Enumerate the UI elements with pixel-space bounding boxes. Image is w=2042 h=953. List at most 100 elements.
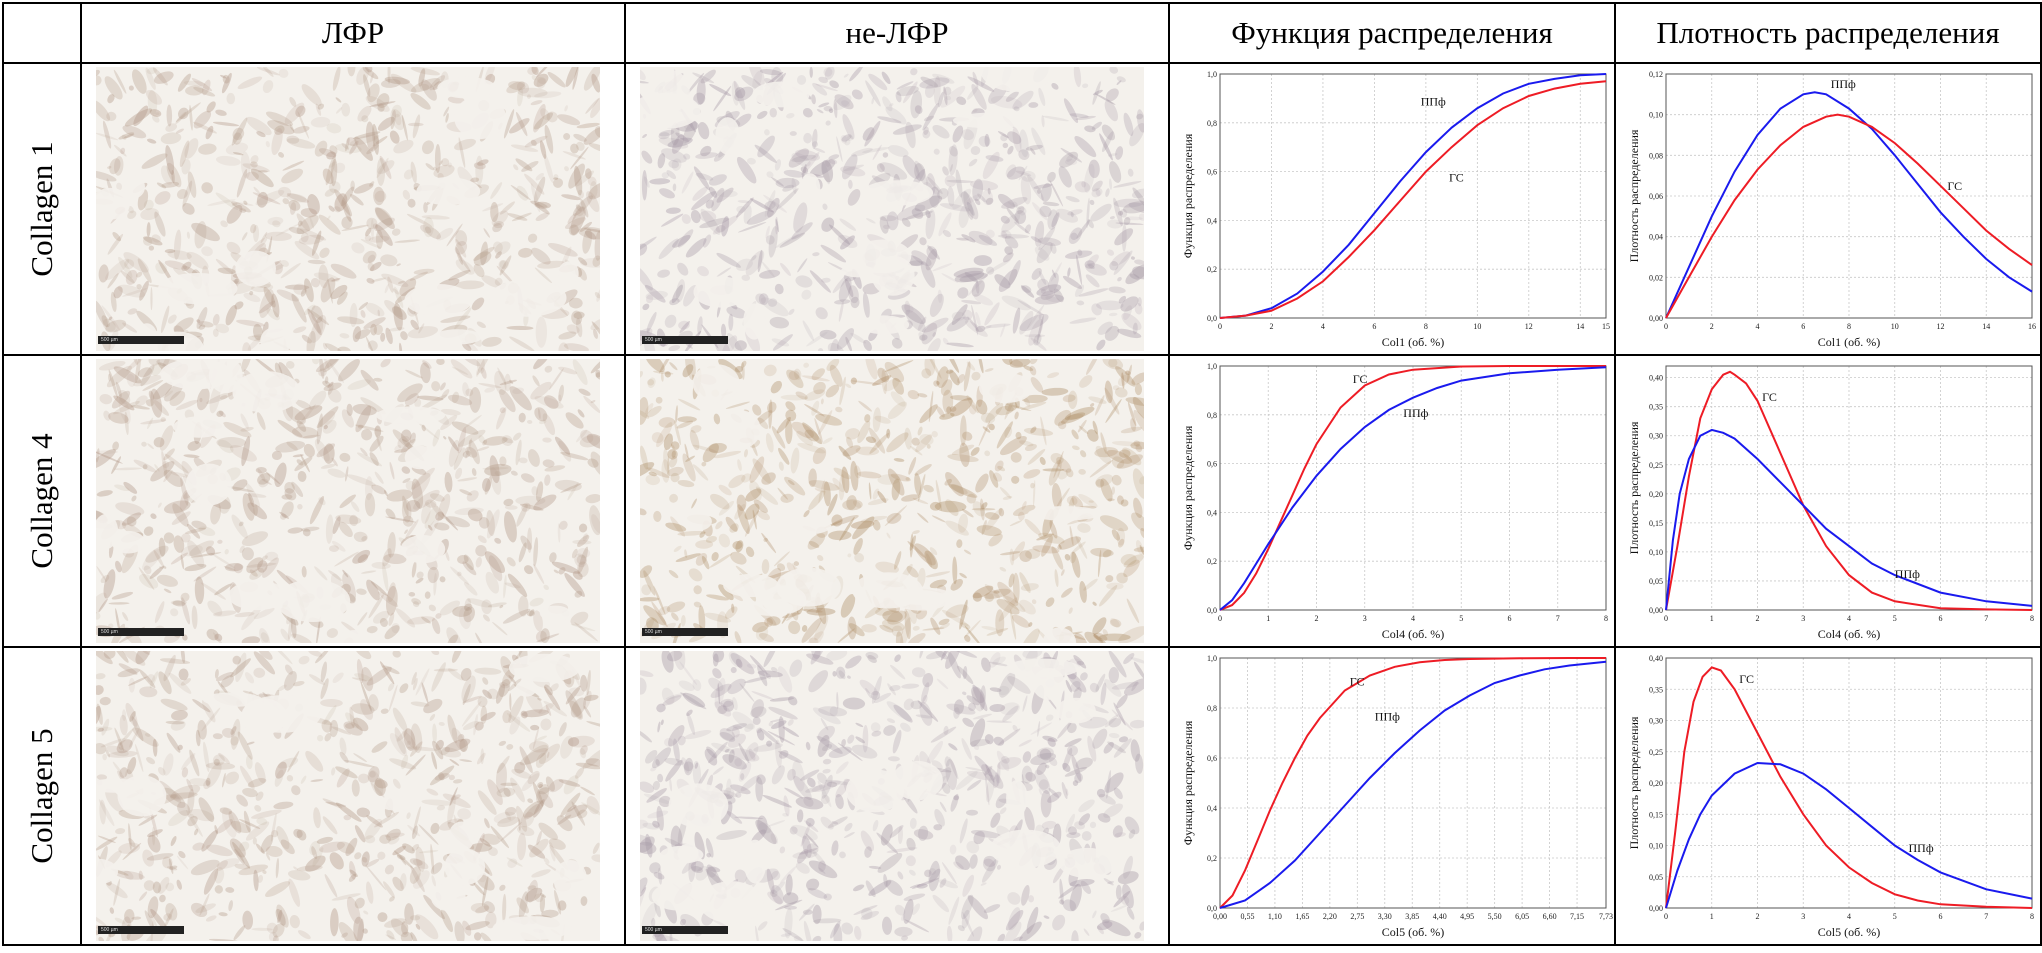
- tissue-fiber: [353, 183, 374, 194]
- tissue-fiber: [457, 571, 462, 577]
- tissue-fiber: [180, 678, 191, 686]
- tissue-fiber: [535, 630, 547, 643]
- tissue-fiber: [584, 706, 592, 718]
- tissue-gap: [682, 511, 712, 531]
- tissue-fiber: [274, 125, 285, 135]
- tissue-fiber: [819, 329, 837, 340]
- tissue-fiber: [694, 762, 699, 769]
- tissue-fiber: [850, 377, 857, 385]
- tissue-fiber: [757, 249, 763, 273]
- tissue-fiber: [149, 109, 162, 117]
- tissue-fiber: [457, 555, 469, 564]
- tissue-fiber: [140, 208, 160, 221]
- tissue-fiber: [1078, 799, 1095, 813]
- tissue-fiber: [327, 388, 342, 403]
- tissue-fiber: [829, 158, 838, 165]
- series-line: [1219, 365, 1606, 611]
- tissue-fiber: [224, 549, 229, 555]
- tissue-fiber: [823, 67, 833, 77]
- tissue-gap: [515, 680, 537, 697]
- tissue-fiber: [311, 230, 322, 256]
- tissue-fiber: [882, 916, 893, 935]
- tissue-fiber: [281, 494, 293, 500]
- tissue-fiber: [377, 851, 386, 860]
- tissue-fiber: [826, 781, 838, 788]
- tissue-fiber: [789, 131, 797, 136]
- tissue-fiber: [539, 140, 547, 159]
- tissue-fiber: [975, 325, 986, 333]
- tissue-fiber: [265, 551, 279, 562]
- tissue-fiber: [1123, 855, 1133, 879]
- tissue-fiber: [558, 366, 578, 375]
- tissue-fiber: [847, 675, 851, 679]
- tissue-fiber: [812, 252, 820, 257]
- tissue-fiber: [833, 467, 851, 480]
- tissue-fiber: [409, 271, 428, 281]
- tissue-fiber: [984, 368, 994, 372]
- tissue-fiber: [708, 174, 727, 186]
- tissue-fiber: [253, 323, 263, 341]
- tissue-fiber: [1064, 250, 1093, 259]
- tissue-fiber: [439, 576, 446, 583]
- tissue-fiber: [187, 788, 195, 814]
- tissue-fiber: [384, 489, 388, 497]
- tissue-fiber: [282, 198, 290, 205]
- tissue-fiber: [591, 321, 600, 342]
- tissue-fiber: [829, 706, 838, 717]
- tissue-fiber: [586, 721, 600, 729]
- tissue-fiber: [115, 381, 122, 398]
- tissue-fiber: [904, 610, 911, 640]
- tissue-fiber: [1127, 168, 1134, 177]
- tissue-fiber: [209, 385, 221, 414]
- tissue-fiber: [457, 252, 471, 273]
- tissue-fiber: [291, 426, 319, 439]
- tissue-fiber: [822, 437, 833, 445]
- tissue-fiber: [874, 692, 892, 704]
- tissue-fiber: [415, 846, 426, 872]
- tissue-fiber: [801, 609, 823, 613]
- tissue-fiber: [961, 508, 974, 518]
- tissue-fiber: [778, 750, 789, 759]
- tissue-fiber: [832, 670, 837, 677]
- tissue-fiber: [440, 415, 458, 431]
- tissue-fiber: [803, 796, 814, 807]
- tissue-fiber: [187, 815, 198, 827]
- tissue-fiber: [1124, 816, 1140, 835]
- tissue-fiber: [1087, 735, 1097, 762]
- tissue-fiber: [711, 187, 725, 212]
- tissue-fiber: [1113, 738, 1132, 758]
- x-tick-label: 7,73: [1599, 912, 1613, 921]
- tissue-fiber: [1028, 318, 1044, 346]
- tissue-fiber: [1096, 339, 1106, 351]
- tissue-fiber: [712, 668, 722, 679]
- tissue-fiber: [218, 439, 234, 454]
- tissue-gap: [840, 265, 875, 278]
- tissue-fiber: [1021, 501, 1027, 510]
- tissue-fiber: [356, 807, 370, 818]
- tissue-fiber: [810, 651, 827, 665]
- tissue-fiber: [775, 216, 779, 235]
- tissue-fiber: [1091, 180, 1103, 192]
- tissue-fiber: [328, 545, 339, 552]
- tissue-fiber: [113, 395, 135, 411]
- tissue-fiber: [783, 795, 790, 817]
- tissue-fiber: [1077, 419, 1087, 433]
- tissue-fiber: [324, 188, 336, 197]
- tissue-fiber: [171, 710, 188, 721]
- tissue-fiber: [645, 474, 660, 486]
- tissue-fiber: [473, 264, 485, 278]
- tissue-fiber: [554, 479, 582, 492]
- tissue-fiber: [379, 834, 391, 844]
- tissue-gap: [723, 573, 779, 598]
- tissue-fiber: [147, 829, 163, 838]
- tissue-fiber: [346, 896, 361, 924]
- tissue-fiber: [861, 907, 873, 920]
- tissue-fiber: [1042, 735, 1058, 742]
- tissue-fiber: [1026, 906, 1039, 934]
- tissue-fiber: [697, 266, 709, 277]
- tissue-fiber: [133, 375, 162, 387]
- tissue-fiber: [822, 758, 832, 765]
- tissue-fiber: [1107, 741, 1126, 754]
- tissue-fiber: [953, 699, 964, 715]
- tissue-fiber: [1039, 205, 1052, 218]
